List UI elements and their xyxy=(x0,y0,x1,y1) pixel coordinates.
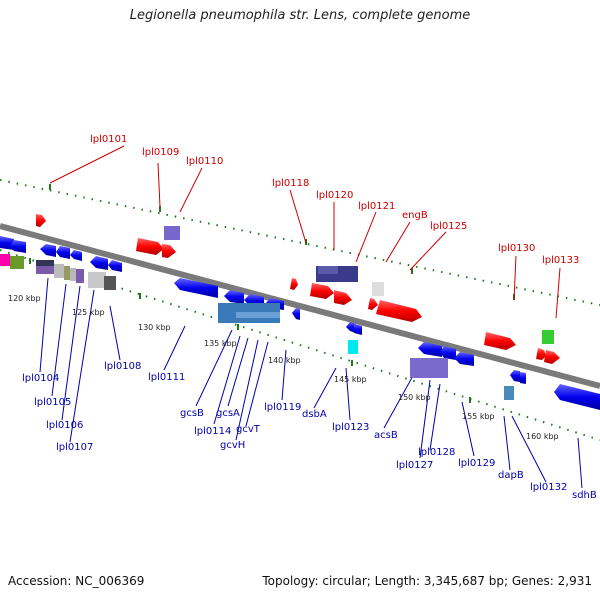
label-lpl0130: lpl0130 xyxy=(498,243,535,254)
scale-label: 145 kbp xyxy=(334,375,367,384)
label-lpl0129: lpl0129 xyxy=(458,458,495,469)
label-lpl0118: lpl0118 xyxy=(272,178,309,189)
scale-label: 155 kbp xyxy=(462,412,495,421)
label-acsB: acsB xyxy=(374,430,398,441)
label-lpl0119: lpl0119 xyxy=(264,402,301,413)
label-lpl0107: lpl0107 xyxy=(56,442,93,453)
scale-label: 125 kbp xyxy=(72,308,105,317)
label-lpl0125: lpl0125 xyxy=(430,221,467,232)
label-sdhB: sdhB xyxy=(572,490,597,501)
scale-labels: 120 kbp 125 kbp 130 kbp 135 kbp 140 kbp … xyxy=(8,294,559,441)
scale-label: 160 kbp xyxy=(526,432,559,441)
label-lpl0120: lpl0120 xyxy=(316,190,353,201)
label-lpl0123: lpl0123 xyxy=(332,422,369,433)
label-lpl0133: lpl0133 xyxy=(542,255,579,266)
label-gcsB: gcsB xyxy=(180,408,204,419)
accession-text: Accession: NC_006369 xyxy=(8,574,145,588)
bottom-callout-labels: lpl0104 lpl0105 lpl0106 lpl0107 lpl0108 … xyxy=(22,361,597,501)
label-gcvT: gcvT xyxy=(236,424,261,435)
map-title: Legionella pneumophila str. Lens, comple… xyxy=(129,8,471,23)
feature-boxes xyxy=(0,226,554,400)
scale-label: 120 kbp xyxy=(8,294,41,303)
reverse-genes xyxy=(0,236,600,410)
label-lpl0104: lpl0104 xyxy=(22,373,59,384)
forward-genes xyxy=(36,214,560,364)
label-lpl0105: lpl0105 xyxy=(34,397,71,408)
topology-text: Topology: circular; Length: 3,345,687 bp… xyxy=(262,574,592,588)
label-lpl0132: lpl0132 xyxy=(530,482,567,493)
label-lpl0109: lpl0109 xyxy=(142,147,179,158)
scale-label: 135 kbp xyxy=(204,339,237,348)
label-lpl0108: lpl0108 xyxy=(104,361,141,372)
top-callout-labels: lpl0101 lpl0109 lpl0110 lpl0118 lpl0120 … xyxy=(90,134,579,266)
label-lpl0106: lpl0106 xyxy=(46,420,83,431)
label-gcvH: gcvH xyxy=(220,440,245,451)
label-lpl0121: lpl0121 xyxy=(358,201,395,212)
genome-backbone xyxy=(0,223,600,389)
top-leader-lines xyxy=(49,145,561,319)
label-lpl0127: lpl0127 xyxy=(396,460,433,471)
label-lpl0114: lpl0114 xyxy=(194,426,231,437)
scale-label: 130 kbp xyxy=(138,323,171,332)
label-gcsA: gcsA xyxy=(216,408,240,419)
label-lpl0110: lpl0110 xyxy=(186,156,223,167)
scale-label: 150 kbp xyxy=(398,393,431,402)
label-lpl0101: lpl0101 xyxy=(90,134,127,145)
inner-dotted-track xyxy=(0,249,600,441)
label-engB: engB xyxy=(402,210,428,221)
label-dapB: dapB xyxy=(498,470,524,481)
scale-label: 140 kbp xyxy=(268,356,301,365)
bottom-leader-lines xyxy=(39,277,583,489)
label-lpl0111: lpl0111 xyxy=(148,372,185,383)
label-dsbA: dsbA xyxy=(302,409,327,420)
label-lpl0128: lpl0128 xyxy=(418,447,455,458)
